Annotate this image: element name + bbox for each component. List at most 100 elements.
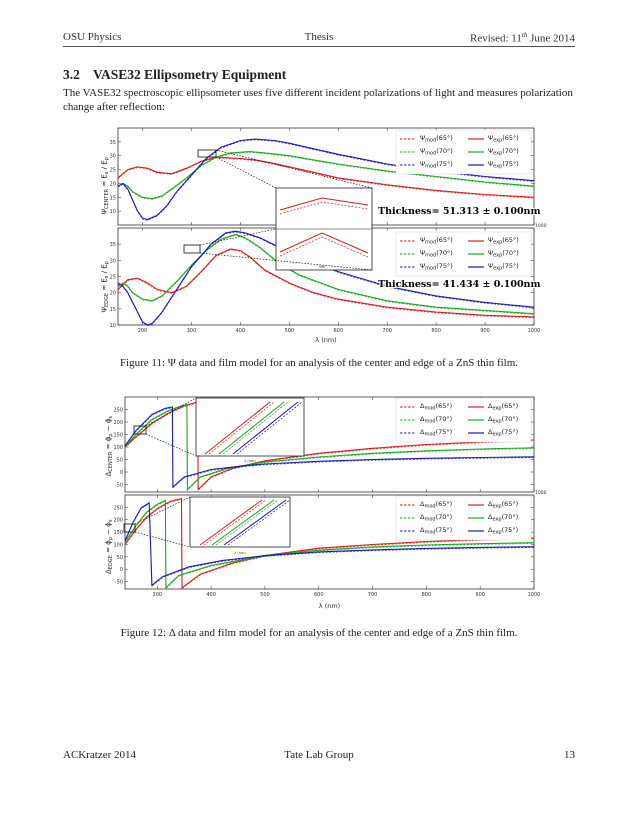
running-footer: ACKratzer 2014 Tate Lab Group 13 bbox=[63, 749, 575, 763]
header-rule bbox=[63, 46, 575, 47]
series-exp-2 bbox=[124, 406, 535, 489]
psi-edge-ylabel: ΨEDGE = Es / Ep bbox=[101, 261, 111, 312]
section-title: VASE32 Ellipsometry Equipment bbox=[93, 67, 287, 82]
series-mod-0 bbox=[124, 402, 535, 492]
y-tick-label: 25 bbox=[110, 168, 116, 174]
connector-line bbox=[215, 156, 277, 189]
inset-line-exp-top bbox=[279, 197, 369, 211]
psi-edge-legend: Ψmod(65°) Ψexp(65°) Ψmod(70°) Ψexp(70°) Ψmod… bbox=[395, 231, 532, 277]
x-tick-label: 500 bbox=[260, 592, 270, 598]
inset-line-mod bbox=[227, 499, 291, 546]
legend-label-model: Ψmod(75°) bbox=[420, 262, 453, 272]
legend-label-exp: Δexp(75°) bbox=[488, 526, 518, 536]
delta-inset-bottom: λ (nm) bbox=[189, 496, 291, 555]
y-tick-label: 35 bbox=[110, 140, 116, 146]
legend-label-exp: Δexp(65°) bbox=[488, 500, 518, 510]
figure-12-delta-chart: -50 0 50 100 150 200 250 1000 -50 0 50 100 150 200 250… bbox=[105, 396, 547, 610]
legend-label-exp: Δexp(70°) bbox=[488, 415, 518, 425]
series-mod-2 bbox=[117, 139, 535, 221]
connector-line bbox=[145, 397, 197, 427]
y-tick-label: 250 bbox=[113, 408, 123, 414]
series-mod-2 bbox=[124, 503, 535, 587]
legend-label-exp: Ψexp(65°) bbox=[488, 236, 519, 246]
x-tick-label: 300 bbox=[153, 592, 163, 598]
inset-line-mod-top bbox=[279, 201, 369, 215]
x-tick-label: 900 bbox=[475, 592, 485, 598]
x-tick-label-edge: 1000 bbox=[535, 223, 547, 229]
series-exp-1 bbox=[117, 233, 535, 315]
inset-line-exp bbox=[211, 499, 275, 546]
connector-line bbox=[199, 252, 373, 271]
psi-xlabel: λ (nm) bbox=[315, 336, 336, 344]
y-tick-label: 150 bbox=[113, 530, 123, 536]
inset-line-exp bbox=[204, 401, 271, 455]
running-header: OSU Physics Thesis Revised: 11th June 20… bbox=[63, 31, 575, 45]
legend-label-model: Ψmod(75°) bbox=[420, 160, 453, 170]
intro-paragraph: The VASE32 spectroscopic ellipsometer us… bbox=[63, 87, 573, 113]
legend-label-model: Δmod(75°) bbox=[420, 526, 452, 536]
zoom-box-top bbox=[197, 149, 217, 158]
y-tick-label: 35 bbox=[110, 242, 116, 248]
legend-label-model: Ψmod(65°) bbox=[420, 134, 453, 144]
delta-center-legend-box bbox=[395, 397, 532, 443]
delta-center-legend: Δmod(65°) Δexp(65°) Δmod(70°) Δexp(70°) Δmod… bbox=[395, 397, 532, 443]
zoom-box-top bbox=[133, 425, 147, 435]
y-tick-label: 15 bbox=[110, 307, 116, 313]
x-tick-label: 500 bbox=[285, 328, 295, 334]
y-tick-label: 200 bbox=[113, 420, 123, 426]
legend-label-exp: Ψexp(75°) bbox=[488, 262, 519, 272]
legend-label-model: Ψmod(65°) bbox=[420, 236, 453, 246]
y-tick-label: 30 bbox=[110, 258, 116, 264]
legend-label-exp: Ψexp(65°) bbox=[488, 134, 519, 144]
y-tick-label: 0 bbox=[120, 567, 123, 573]
delta-edge-legend-box bbox=[395, 495, 532, 541]
y-tick-label: 10 bbox=[110, 323, 116, 329]
figure-12-caption: Figure 12: Δ data and film model for an … bbox=[120, 627, 518, 639]
legend-label-model: Ψmod(70°) bbox=[420, 249, 453, 259]
x-tick-label: 900 bbox=[480, 328, 490, 334]
inset-line-exp-bot bbox=[279, 232, 369, 254]
x-tick-label: 400 bbox=[236, 328, 246, 334]
legend-label-exp: Δexp(65°) bbox=[488, 402, 518, 412]
legend-label-model: Δmod(70°) bbox=[420, 513, 452, 523]
header-right: Revised: 11th June 2014 bbox=[470, 31, 575, 45]
header-left: OSU Physics bbox=[63, 31, 122, 43]
inset-xlabel: λ (nm) bbox=[234, 551, 246, 555]
inset-frame bbox=[189, 496, 291, 548]
legend-label-exp: Ψexp(70°) bbox=[488, 249, 519, 259]
zoom-box-bottom bbox=[123, 523, 136, 533]
x-tick-label: 700 bbox=[368, 592, 378, 598]
connector-line bbox=[199, 228, 277, 246]
series-exp-2 bbox=[124, 501, 535, 587]
y-tick-label: 100 bbox=[113, 445, 123, 451]
inset-line-mod-bot bbox=[279, 236, 369, 258]
inset-frame bbox=[195, 397, 305, 457]
y-tick-label: 150 bbox=[113, 433, 123, 439]
series-mod-0 bbox=[117, 249, 535, 319]
series-mod-2 bbox=[124, 407, 535, 489]
inset-xtick-label: 390 bbox=[319, 265, 326, 269]
y-tick-label: 200 bbox=[113, 518, 123, 524]
y-tick-label: 0 bbox=[120, 470, 123, 476]
y-tick-label: 50 bbox=[117, 458, 123, 464]
footer-group: Tate Lab Group bbox=[284, 749, 354, 761]
section-heading: 3.2 VASE32 Ellipsometry Equipment bbox=[63, 67, 286, 83]
legend-label-model: Δmod(75°) bbox=[420, 428, 452, 438]
y-tick-label: 250 bbox=[113, 505, 123, 511]
legend-label-model: Ψmod(70°) bbox=[420, 147, 453, 157]
section-number: 3.2 bbox=[63, 67, 80, 82]
psi-inset: 390 bbox=[275, 187, 373, 271]
legend-label-exp: Ψexp(75°) bbox=[488, 160, 519, 170]
thickness-label-edge: Thickness= 41.434 ± 0.100nm bbox=[378, 279, 541, 290]
series-mod-1 bbox=[124, 404, 535, 492]
psi-edge-legend-box bbox=[395, 231, 532, 277]
page-number: 13 bbox=[564, 749, 575, 761]
x-tick-label: 800 bbox=[422, 592, 432, 598]
footer-author: ACKratzer 2014 bbox=[63, 749, 137, 761]
inset-xlabel: λ (nm) bbox=[244, 459, 256, 463]
figure-11-psi-chart: 10 15 20 25 30 35 1000 10 15 20 25 30 35 200 300 400 500… bbox=[101, 127, 547, 344]
x-tick-label: 300 bbox=[187, 328, 197, 334]
x-tick-label: 700 bbox=[382, 328, 392, 334]
connector-line bbox=[134, 496, 191, 525]
y-tick-label: 30 bbox=[110, 154, 116, 160]
